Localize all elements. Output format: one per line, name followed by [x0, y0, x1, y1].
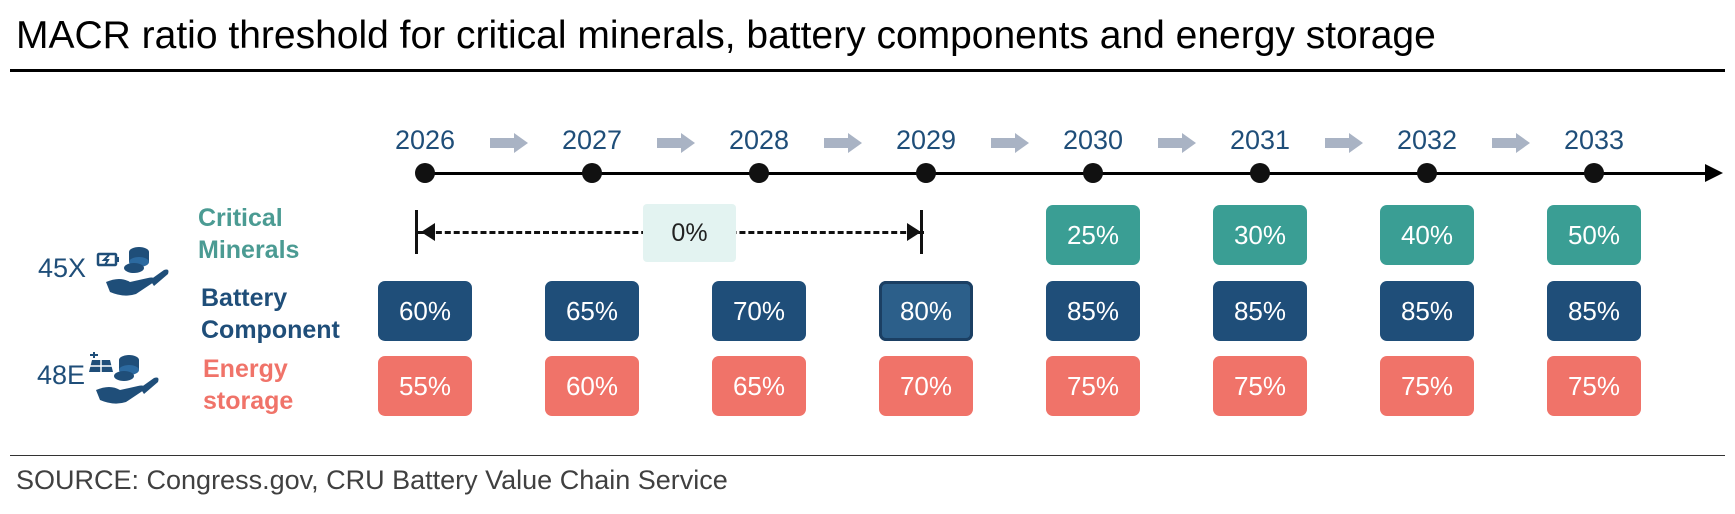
energy-storage-box-2033: 75%: [1547, 356, 1641, 416]
critical-minerals-box-2031: 30%: [1213, 205, 1307, 265]
year-label-2028: 2028: [728, 125, 790, 155]
timeline-dot-2027: [582, 163, 602, 183]
zero-percent-label: 0%: [643, 204, 736, 262]
battery-component-box-2033: 85%: [1547, 281, 1641, 341]
battery-component-box-2026: 60%: [378, 281, 472, 341]
chevron-arrow-icon: [1158, 133, 1196, 153]
timeline-dot-2033: [1584, 163, 1604, 183]
page-title: MACR ratio threshold for critical minera…: [16, 14, 1436, 57]
energy-storage-box-2030: 75%: [1046, 356, 1140, 416]
category-battery-line1: Battery: [201, 284, 288, 312]
timeline-arrowhead: [1705, 164, 1723, 182]
credit-48e-label: 48E: [37, 360, 86, 390]
year-label-2032: 2032: [1396, 125, 1458, 155]
timeline-dot-2030: [1083, 163, 1103, 183]
category-critical-line2: Minerals: [198, 236, 300, 264]
year-label-2030: 2030: [1062, 125, 1124, 155]
battery-hand-icon: [96, 247, 169, 296]
battery-component-box-2029: 80%: [879, 281, 973, 341]
chevron-arrow-icon: [1325, 133, 1363, 153]
category-battery-line2: Component: [201, 316, 340, 344]
timeline-axis: [418, 172, 1708, 175]
year-label-2031: 2031: [1229, 125, 1291, 155]
category-critical-minerals: Critical Minerals: [198, 202, 299, 266]
energy-storage-box-2026: 55%: [378, 356, 472, 416]
year-label-2027: 2027: [561, 125, 623, 155]
energy-storage-box-2027: 60%: [545, 356, 639, 416]
battery-component-box-2030: 85%: [1046, 281, 1140, 341]
category-battery-component: Battery Component: [201, 282, 340, 346]
category-energy-line1: Energy: [203, 355, 288, 383]
category-critical-line1: Critical: [198, 204, 283, 232]
year-label-2033: 2033: [1563, 125, 1625, 155]
chevron-arrow-icon: [991, 133, 1029, 153]
energy-storage-box-2029: 70%: [879, 356, 973, 416]
battery-component-box-2031: 85%: [1213, 281, 1307, 341]
battery-component-box-2027: 65%: [545, 281, 639, 341]
chevron-arrow-icon: [490, 133, 528, 153]
credit-45x-label: 45X: [38, 253, 87, 283]
timeline-dot-2029: [916, 163, 936, 183]
chevron-arrow-icon: [657, 133, 695, 153]
timeline-dot-2032: [1417, 163, 1437, 183]
span-end-tick: [920, 210, 923, 254]
critical-minerals-box-2032: 40%: [1380, 205, 1474, 265]
critical-minerals-box-2030: 25%: [1046, 205, 1140, 265]
category-energy-storage: Energy storage: [203, 353, 293, 417]
year-label-2029: 2029: [895, 125, 957, 155]
chevron-arrow-icon: [824, 133, 862, 153]
critical-minerals-box-2033: 50%: [1547, 205, 1641, 265]
title-divider: [10, 69, 1725, 72]
span-left-arrowhead: [421, 223, 435, 241]
year-label-2026: 2026: [394, 125, 456, 155]
source-note: SOURCE: Congress.gov, CRU Battery Value …: [16, 465, 728, 495]
span-start-tick: [415, 210, 418, 254]
category-energy-line2: storage: [203, 387, 294, 415]
energy-storage-box-2032: 75%: [1380, 356, 1474, 416]
source-divider: [10, 455, 1725, 456]
chevron-arrow-icon: [1492, 133, 1530, 153]
battery-component-box-2032: 85%: [1380, 281, 1474, 341]
battery-component-box-2028: 70%: [712, 281, 806, 341]
energy-storage-box-2028: 65%: [712, 356, 806, 416]
solar-storage-hand-icon: [89, 352, 159, 404]
timeline-dot-2028: [749, 163, 769, 183]
energy-storage-box-2031: 75%: [1213, 356, 1307, 416]
span-right-arrowhead: [907, 223, 921, 241]
timeline-dot-2031: [1250, 163, 1270, 183]
timeline-dot-2026: [415, 163, 435, 183]
